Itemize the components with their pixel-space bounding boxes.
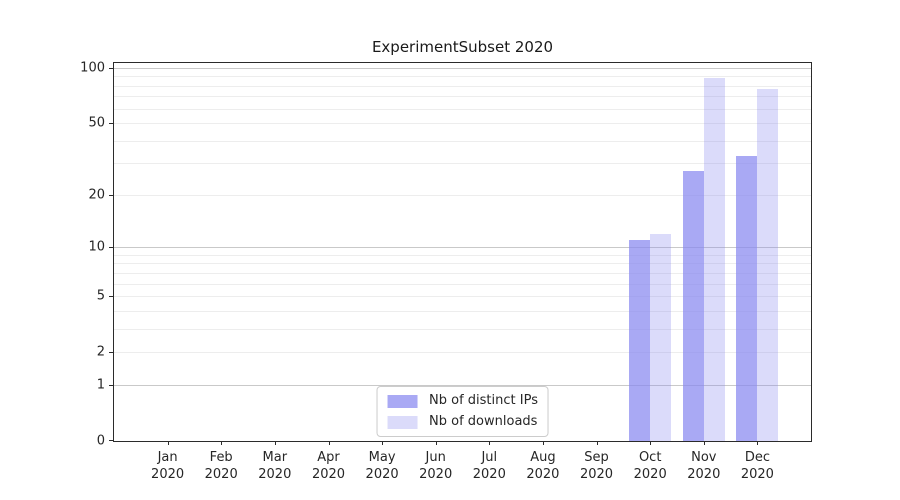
x-tick-month: May [368, 450, 396, 465]
x-tick-mark [757, 441, 759, 445]
x-tick-label: Jun 2020 [419, 449, 452, 483]
x-tick-year: 2020 [740, 467, 774, 482]
x-tick-month: Aug [530, 450, 556, 465]
legend: Nb of distinct IPs Nb of downloads [376, 386, 549, 437]
x-tick-year: 2020 [579, 467, 614, 482]
legend-item-downloads: Nb of downloads [387, 415, 538, 429]
x-tick-label: May 2020 [366, 449, 399, 483]
bar-distinct-ips-dec [736, 155, 758, 441]
x-tick-year: 2020 [311, 467, 346, 482]
x-tick-label: Jan 2020 [151, 449, 184, 483]
y-tick-mark [109, 67, 113, 69]
x-tick-mark [328, 441, 330, 445]
x-tick-label: Jul 2020 [473, 449, 506, 483]
x-tick-month: Dec [744, 450, 770, 465]
legend-label-distinct-ips: Nb of distinct IPs [429, 393, 538, 408]
x-tick-label: Oct 2020 [634, 449, 667, 483]
x-tick-label: Sep 2020 [580, 449, 613, 483]
x-tick-year: 2020 [472, 467, 506, 482]
x-tick-label: Aug 2020 [526, 449, 559, 483]
x-tick-month: Jul [481, 450, 498, 465]
x-tick-mark [274, 441, 276, 445]
y-tick-mark [109, 352, 113, 354]
x-tick-label: Dec 2020 [741, 449, 774, 483]
x-tick-label: Mar 2020 [258, 449, 291, 483]
bar-distinct-ips-nov [682, 171, 704, 441]
x-tick-year: 2020 [204, 467, 238, 482]
x-tick-mark [435, 441, 437, 445]
bar-distinct-ips-oct [629, 240, 651, 441]
x-tick-year: 2020 [526, 467, 560, 482]
y-tick-label: 100 [80, 60, 105, 76]
x-tick-label: Feb 2020 [205, 449, 238, 483]
x-tick-mark [542, 441, 544, 445]
x-tick-month: Apr [317, 450, 340, 465]
x-tick-month: Mar [262, 450, 288, 465]
legend-swatch-distinct-ips [387, 394, 418, 408]
y-tick-mark [109, 296, 113, 298]
legend-label-downloads: Nb of downloads [429, 414, 538, 429]
y-tick-label: 1 [96, 377, 105, 393]
chart-title: ExperimentSubset 2020 [371, 38, 554, 56]
y-tick-label: 0 [96, 433, 105, 449]
x-tick-month: Sep [584, 450, 609, 465]
x-tick-mark [703, 441, 705, 445]
y-tick-mark [109, 247, 113, 248]
x-tick-mark [650, 441, 652, 445]
x-tick-mark [596, 441, 598, 445]
x-tick-mark [221, 441, 223, 445]
y-tick-mark [109, 384, 113, 386]
major-gridline [114, 67, 811, 69]
y-tick-label: 50 [88, 115, 105, 131]
x-tick-mark [167, 441, 169, 445]
x-tick-year: 2020 [687, 467, 721, 482]
x-tick-month: Nov [691, 450, 717, 465]
x-tick-year: 2020 [151, 467, 185, 482]
x-tick-year: 2020 [419, 467, 453, 482]
legend-item-distinct-ips: Nb of distinct IPs [387, 394, 538, 408]
y-tick-mark [109, 194, 113, 196]
bar-downloads-dec [757, 88, 779, 441]
x-tick-mark [489, 441, 491, 445]
y-tick-label: 10 [88, 239, 105, 255]
x-tick-month: Jan [157, 450, 178, 465]
x-tick-year: 2020 [365, 467, 399, 482]
x-tick-year: 2020 [258, 467, 292, 482]
x-tick-year: 2020 [633, 467, 667, 482]
x-tick-month: Feb [209, 450, 233, 465]
x-tick-label: Nov 2020 [687, 449, 720, 483]
x-tick-month: Jun [425, 450, 446, 465]
x-tick-label: Apr 2020 [312, 449, 345, 483]
x-tick-month: Oct [638, 450, 662, 465]
plot-area: 0 1 2 5 10 20 50 100 Jan 2020 Feb 2020 Mar 2020 Apr 202… [80, 61, 812, 482]
y-tick-label: 20 [88, 187, 105, 203]
y-tick-label: 2 [96, 344, 105, 360]
bar-downloads-oct [650, 233, 672, 441]
y-tick-mark [109, 122, 113, 124]
y-tick-label: 5 [96, 288, 105, 304]
bar-downloads-nov [703, 77, 725, 441]
y-tick-mark [109, 440, 113, 441]
legend-swatch-downloads [387, 415, 418, 429]
x-tick-mark [382, 441, 384, 445]
